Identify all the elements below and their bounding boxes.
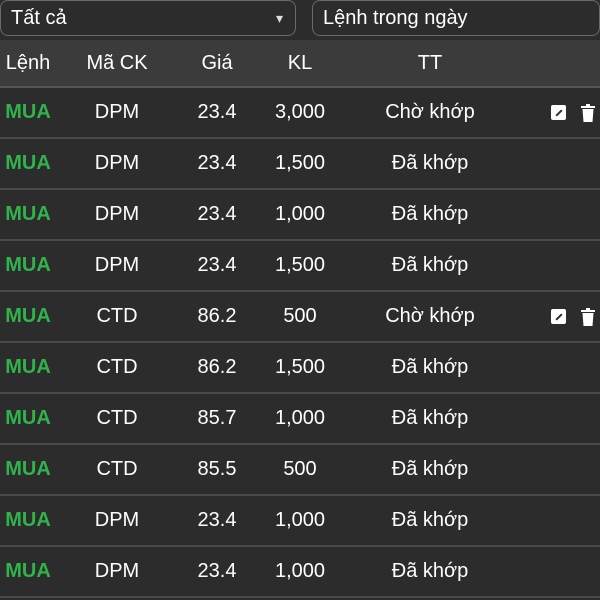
side-cell: MUA — [5, 101, 51, 123]
side-cell: MUA — [5, 152, 51, 174]
status-cell: Đã khớp — [391, 152, 469, 174]
status-cell: Đã khớp — [391, 203, 469, 225]
status-cell: Chờ khớp — [385, 101, 475, 123]
header-side: Lệnh — [5, 51, 51, 74]
price-cell: 23.4 — [197, 101, 237, 123]
status-cell: Đã khớp — [391, 458, 469, 480]
qty-cell: 3,000 — [274, 101, 326, 123]
symbol-cell: DPM — [94, 152, 140, 174]
table-row[interactable]: MUA DPM 23.4 1,000 Đã khớp — [0, 190, 600, 241]
trash-icon[interactable] — [580, 88, 596, 137]
symbol-cell: DPM — [94, 254, 140, 276]
qty-cell: 1,500 — [274, 152, 326, 174]
side-cell: MUA — [5, 458, 51, 480]
table-header: Lệnh Mã CK Giá KL TT — [0, 40, 600, 88]
qty-cell: 1,000 — [274, 560, 326, 582]
table-row[interactable]: MUA CTD 85.7 1,000 Đã khớp — [0, 394, 600, 445]
trash-icon[interactable] — [580, 292, 596, 341]
symbol-cell: CTD — [96, 458, 138, 480]
edit-icon[interactable] — [551, 292, 566, 341]
symbol-cell: CTD — [96, 407, 138, 429]
symbol-cell: DPM — [94, 101, 140, 123]
price-cell: 86.2 — [197, 356, 237, 378]
side-cell: MUA — [5, 305, 51, 327]
header-symbol: Mã CK — [86, 51, 148, 74]
header-price: Giá — [201, 51, 233, 74]
price-cell: 23.4 — [197, 254, 237, 276]
order-type-select[interactable]: Lệnh trong ngày — [312, 0, 600, 36]
side-select[interactable]: Tất cả ▾ — [0, 0, 296, 36]
price-cell: 23.4 — [197, 203, 237, 225]
side-cell: MUA — [5, 509, 51, 531]
status-cell: Chờ khớp — [385, 305, 475, 327]
status-cell: Đã khớp — [391, 509, 469, 531]
symbol-cell: DPM — [94, 560, 140, 582]
symbol-cell: DPM — [94, 203, 140, 225]
side-cell: MUA — [5, 254, 51, 276]
order-type-value: Lệnh trong ngày — [323, 7, 468, 29]
qty-cell: 500 — [283, 458, 317, 480]
symbol-cell: DPM — [94, 509, 140, 531]
side-cell: MUA — [5, 407, 51, 429]
filters: Tất cả ▾ Lệnh trong ngày — [0, 0, 600, 40]
edit-icon[interactable] — [551, 88, 566, 137]
symbol-cell: CTD — [96, 305, 138, 327]
table-row[interactable]: MUA CTD 85.5 500 Đã khớp — [0, 445, 600, 496]
table-row[interactable]: MUA CTD 86.2 1,500 Đã khớp — [0, 343, 600, 394]
price-cell: 23.4 — [197, 509, 237, 531]
header-qty: KL — [287, 51, 313, 74]
table-row[interactable]: MUA CTD 86.2 500 Chờ khớp — [0, 292, 600, 343]
table-row[interactable]: MUA DPM 23.4 1,000 Đã khớp — [0, 547, 600, 598]
qty-cell: 1,000 — [274, 203, 326, 225]
status-cell: Đã khớp — [391, 254, 469, 276]
price-cell: 23.4 — [197, 560, 237, 582]
status-cell: Đã khớp — [391, 356, 469, 378]
price-cell: 85.5 — [197, 458, 237, 480]
qty-cell: 1,000 — [274, 407, 326, 429]
table-row[interactable]: MUA DPM 23.4 1,500 Đã khớp — [0, 241, 600, 292]
table-row[interactable]: MUA DPM 23.4 3,000 Chờ khớp — [0, 88, 600, 139]
qty-cell: 1,000 — [274, 509, 326, 531]
price-cell: 85.7 — [197, 407, 237, 429]
status-cell: Đã khớp — [391, 407, 469, 429]
side-cell: MUA — [5, 356, 51, 378]
price-cell: 86.2 — [197, 305, 237, 327]
qty-cell: 500 — [283, 305, 317, 327]
side-cell: MUA — [5, 203, 51, 225]
qty-cell: 1,500 — [274, 254, 326, 276]
orders-table-body: MUA DPM 23.4 3,000 Chờ khớp MUA DPM 23.4 1,500 Đã… — [0, 88, 600, 598]
table-row[interactable]: MUA DPM 23.4 1,500 Đã khớp — [0, 139, 600, 190]
side-select-value: Tất cả — [11, 7, 67, 29]
chevron-down-icon: ▾ — [275, 10, 283, 26]
status-cell: Đã khớp — [391, 560, 469, 582]
header-status: TT — [417, 51, 443, 74]
side-cell: MUA — [5, 560, 51, 582]
symbol-cell: CTD — [96, 356, 138, 378]
price-cell: 23.4 — [197, 152, 237, 174]
table-row[interactable]: MUA DPM 23.4 1,000 Đã khớp — [0, 496, 600, 547]
qty-cell: 1,500 — [274, 356, 326, 378]
